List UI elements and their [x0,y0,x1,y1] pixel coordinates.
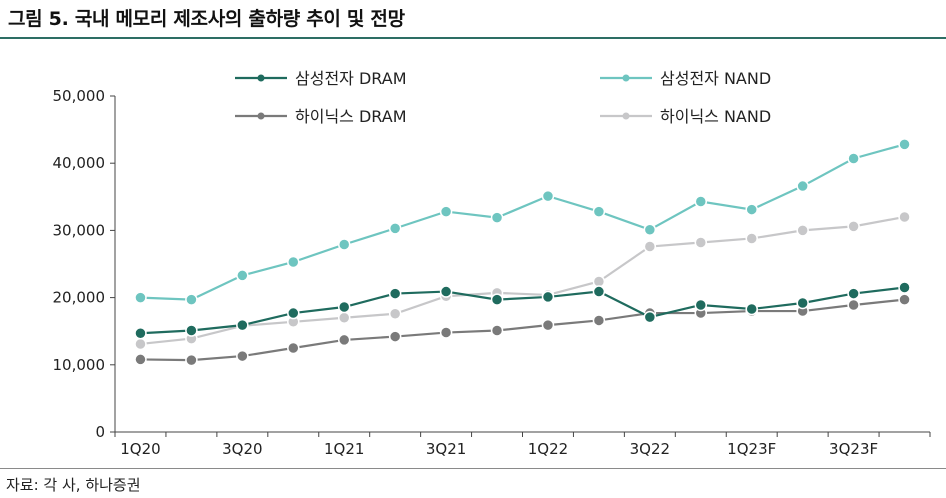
data-point [898,293,911,306]
legend: 삼성전자 DRAM 삼성전자 NAND 하이닉스 DRAM 하이닉스 NAND [235,69,771,126]
data-point [592,314,606,327]
data-point [643,223,657,236]
series-line [140,143,905,301]
plot-area [134,138,911,367]
data-point [337,300,351,314]
x-tick-label: 1Q20 [120,440,160,458]
data-point [185,324,198,337]
data-point [337,333,351,347]
series-1 [134,138,911,306]
x-tick-label: 1Q23F [727,440,776,458]
source-note: 자료: 각 사, 하나증권 [6,476,141,494]
legend-swatch-marker [622,112,630,120]
legend-label: 하이닉스 NAND [660,107,771,126]
data-point [694,195,708,208]
series-2 [134,293,911,367]
data-point [134,291,147,304]
data-point [847,220,860,233]
chart-title: 그림 5. 국내 메모리 제조사의 출하량 추이 및 전망 [8,8,405,30]
legend-swatch-marker [622,74,630,82]
data-point [490,293,504,306]
data-point [796,179,809,193]
data-point [490,211,504,224]
x-tick-label: 3Q21 [426,440,466,458]
data-point [134,353,147,366]
series-line [140,286,905,335]
data-point [439,285,453,298]
data-point [185,293,198,306]
data-point [439,205,453,218]
data-point [337,311,351,325]
data-point [134,326,147,340]
legend-item: 하이닉스 DRAM [235,107,407,126]
series-line [140,215,905,346]
footer-rule [0,468,946,469]
data-point [388,307,402,320]
data-point [643,240,657,253]
x-axis: 1Q20 3Q20 1Q21 3Q21 1Q22 3Q22 1Q23F 3Q23F [114,431,931,458]
legend-item: 하이닉스 NAND [600,107,771,126]
data-point [847,287,860,300]
data-point [898,281,911,294]
data-point [745,203,758,216]
data-point [541,189,555,203]
data-point [185,353,198,367]
legend-label: 하이닉스 DRAM [295,107,407,126]
y-tick-label: 50,000 [53,87,106,105]
y-tick-label: 10,000 [53,356,106,374]
data-point [898,138,911,151]
title-rule [0,37,946,39]
data-point [592,285,606,298]
data-point [592,205,606,218]
line-chart: 삼성전자 DRAM 삼성전자 NAND 하이닉스 DRAM 하이닉스 NAND 0 10… [53,69,931,458]
data-point [236,269,249,282]
legend-swatch-marker [257,74,265,82]
legend-item: 삼성전자 DRAM [235,69,407,88]
data-point [541,318,555,332]
x-tick-label: 1Q21 [324,440,364,458]
data-point [796,224,809,237]
data-point [847,298,860,312]
y-tick-label: 20,000 [53,289,106,307]
data-point [134,337,147,351]
data-point [439,326,453,339]
data-point [287,255,300,269]
y-axis: 0 10,000 20,000 30,000 40,000 50,000 [53,87,116,441]
data-point [745,232,758,245]
data-point [388,330,402,343]
data-point [388,222,402,235]
data-point [847,152,860,165]
data-point [541,290,555,304]
x-tick-label: 3Q22 [630,440,670,458]
data-point [236,318,249,332]
data-point [643,310,657,324]
data-point [745,302,758,316]
data-point [287,306,300,320]
x-tick-label: 3Q23F [829,440,878,458]
x-tick-label: 1Q22 [528,440,568,458]
series-line [140,298,905,362]
legend-label: 삼성전자 DRAM [295,69,407,88]
data-point [694,298,708,312]
x-tick-label: 3Q20 [222,440,262,458]
y-tick-label: 40,000 [53,154,106,172]
data-point [796,296,809,310]
data-point [694,236,708,249]
data-point [388,287,402,300]
legend-label: 삼성전자 NAND [660,69,771,88]
data-point [236,349,249,363]
y-tick-label: 30,000 [53,221,106,239]
legend-swatch-marker [257,112,265,120]
legend-item: 삼성전자 NAND [600,69,771,88]
series-0 [134,281,911,340]
y-tick-label: 0 [95,423,105,441]
data-point [287,341,300,355]
data-point [898,210,911,224]
data-point [337,238,351,251]
data-point [490,324,504,337]
